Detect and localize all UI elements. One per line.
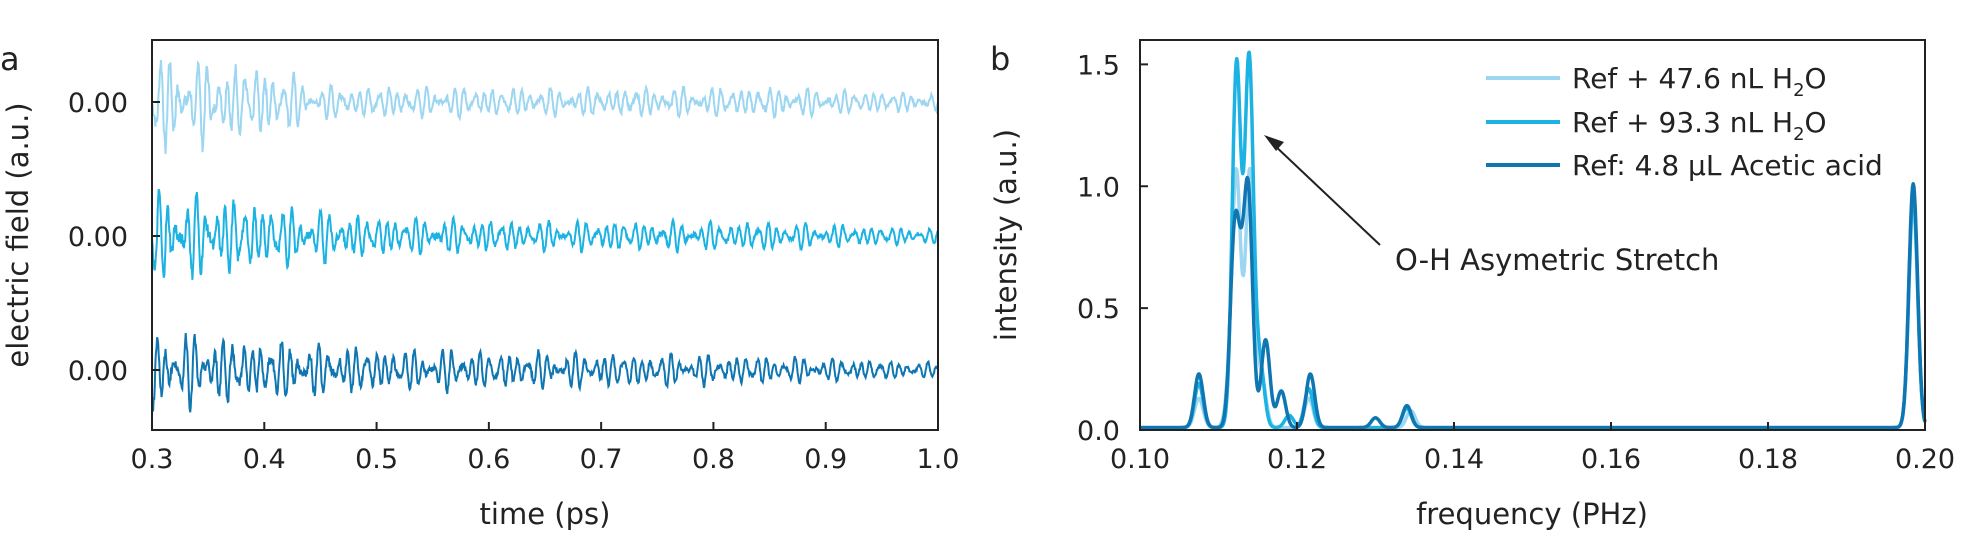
legend-label-2: Ref + 93.3 nL H2O — [1572, 106, 1827, 145]
legend-entry-2: Ref + 93.3 nL H2O — [1486, 106, 1827, 145]
panel-a-x-tick-label: 1.0 — [917, 444, 960, 475]
legend-label-2-subscript: 2 — [1793, 124, 1804, 145]
panel-b-y-tick-label: 0.0 — [1077, 416, 1120, 447]
panel-a-y-axis-label: electric field (a.u.) — [1, 102, 35, 367]
legend-label-1-main: Ref + 47.6 nL H — [1572, 62, 1793, 95]
panel-b-x-tick-label: 0.18 — [1738, 444, 1798, 475]
panel-b-series-trace-3 — [1138, 175, 1927, 430]
panel-a-x-ticks: 0.3 0.4 0.5 0.6 0.7 0.8 0.9 1.0 — [131, 422, 960, 475]
annotation-arrowhead — [1264, 135, 1284, 151]
panel-a-y-tick-label: 0.00 — [68, 356, 128, 387]
panel-a-y-tick-label: 0.00 — [68, 88, 128, 119]
panel-b-x-axis-label: frequency (PHz) — [1416, 497, 1648, 531]
panel-a: a 0.3 0.4 0.5 0.6 0.7 0.8 0.9 1.0 0.00 0.000.00 … — [0, 39, 960, 531]
legend-label-2-tail: O — [1805, 106, 1827, 139]
panel-b-x-tick-label: 0.20 — [1895, 444, 1955, 475]
panel-b: b 0.10 0.12 0.14 0.16 0.18 0.20 0.00.51.01.5 … — [989, 39, 1955, 531]
panel-a-x-tick-label: 0.4 — [243, 444, 286, 475]
panel-a-series-trace-3 — [151, 332, 939, 413]
legend-entry-1: Ref + 47.6 nL H2O — [1486, 62, 1827, 101]
panel-a-x-tick-label: 0.9 — [804, 444, 847, 475]
panel-letter-a: a — [0, 40, 20, 78]
legend-label-1-subscript: 2 — [1793, 80, 1804, 101]
legend-label-1-tail: O — [1805, 62, 1827, 95]
panel-b-y-axis-label: intensity (a.u.) — [989, 129, 1023, 341]
panel-b-x-tick-label: 0.16 — [1581, 444, 1641, 475]
panel-b-x-ticks: 0.10 0.12 0.14 0.16 0.18 0.20 — [1110, 422, 1955, 475]
panel-b-y-tick-label: 1.5 — [1077, 50, 1120, 81]
panel-a-series-trace-1 — [151, 59, 939, 155]
panel-b-y-tick-label: 0.5 — [1077, 294, 1120, 325]
panel-a-x-tick-label: 0.3 — [131, 444, 174, 475]
panel-b-y-tick-label: 1.0 — [1077, 172, 1120, 203]
panel-b-y-ticks: 0.0 0.5 1.0 1.5 — [1077, 50, 1148, 447]
panel-a-x-tick-label: 0.5 — [355, 444, 398, 475]
panel-a-x-tick-label: 0.6 — [467, 444, 510, 475]
annotation: O-H Asymetric Stretch — [1264, 135, 1719, 277]
legend-label-1: Ref + 47.6 nL H2O — [1572, 62, 1827, 101]
panel-a-y-ticks: 0.00 0.00 0.00 — [68, 88, 160, 387]
panel-b-x-tick-label: 0.12 — [1267, 444, 1327, 475]
panel-a-x-tick-label: 0.7 — [580, 444, 623, 475]
legend-label-2-main: Ref + 93.3 nL H — [1572, 106, 1793, 139]
panel-letter-b: b — [990, 40, 1010, 78]
panel-a-x-tick-label: 0.8 — [692, 444, 735, 475]
panel-b-x-tick-label: 0.14 — [1424, 444, 1484, 475]
panel-b-series-group — [1138, 50, 1927, 430]
legend-label-3: Ref: 4.8 µL Acetic acid — [1572, 149, 1883, 182]
panel-b-x-tick-label: 0.10 — [1110, 444, 1170, 475]
annotation-arrow — [1271, 142, 1381, 246]
legend: Ref + 47.6 nL H2O Ref + 93.3 nL H2O Ref:… — [1486, 62, 1883, 182]
panel-a-y-tick-label: 0.00 — [68, 222, 128, 253]
panel-a-series-trace-2 — [151, 188, 939, 280]
legend-entry-3: Ref: 4.8 µL Acetic acid — [1486, 149, 1883, 182]
panel-b-axes-frame — [1139, 39, 1926, 431]
panel-a-x-axis-label: time (ps) — [480, 497, 611, 531]
panel-a-series-group — [151, 59, 939, 413]
annotation-text: O-H Asymetric Stretch — [1395, 243, 1719, 277]
